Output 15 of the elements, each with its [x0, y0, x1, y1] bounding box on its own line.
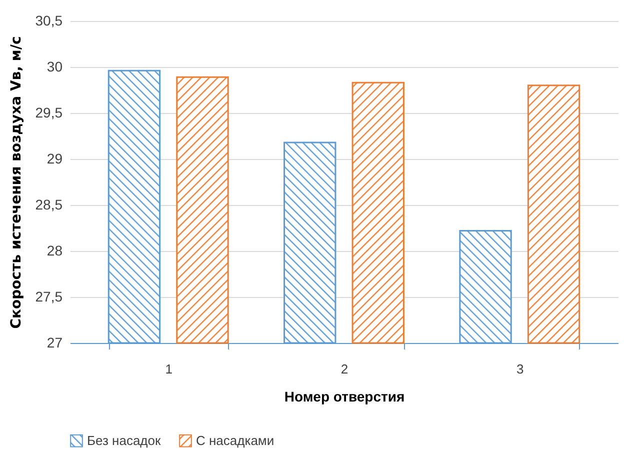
y-tick-label: 29 — [46, 150, 63, 166]
y-tick-label: 27,5 — [35, 288, 63, 304]
legend-label: С насадками — [196, 432, 274, 448]
y-axis-title: Скорость истечения воздуха Vв, м/с — [8, 36, 24, 329]
x-tick-label: 2 — [340, 362, 348, 376]
y-tick-label: 28,5 — [35, 196, 63, 212]
y-tick-label: 28 — [46, 242, 63, 258]
x-tick-label: 3 — [516, 362, 524, 376]
legend-label: Без насадок — [87, 432, 161, 448]
x-tick-label: 1 — [165, 362, 172, 376]
x-axis-title: Номер отверстия — [284, 388, 405, 404]
y-tick-label: 27 — [46, 334, 63, 350]
y-tick-label: 30 — [46, 58, 63, 74]
y-tick-label: 30,5 — [35, 12, 63, 28]
y-tick-label: 29,5 — [35, 104, 63, 120]
